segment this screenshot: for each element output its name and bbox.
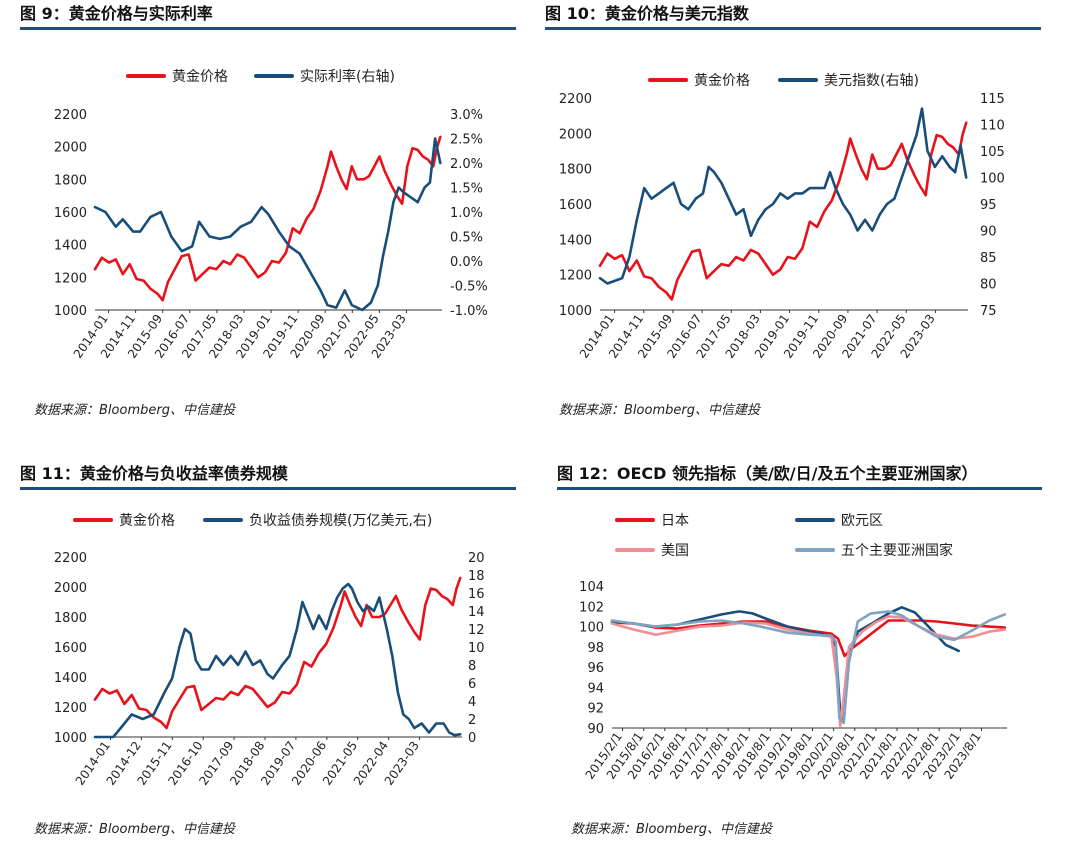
series-line [610,606,961,724]
legend-label: 欧元区 [841,513,883,529]
y-tick-label-left: 1200 [54,701,87,716]
y-tick-label-left: 2000 [54,581,87,596]
chart-panel-oecd-leading: 图 12：OECD 领先指标（美/欧/日/及五个主要亚洲国家） 90 92 94 96… [557,460,1042,860]
chart-panel-gold-vs-dxy: 图 10：黄金价格与美元指数 1000 1200 1400 1600 1800 2000 2… [545,0,1041,425]
series-line [598,121,968,301]
y-tick-label-right: 6 [468,677,476,692]
chart-oecd-leading: 90929496981001021042015/2/12015/8/12016/… [579,513,1007,782]
y-tick-label-left: 2200 [54,551,87,566]
series-line [93,576,462,730]
y-tick-label-right: 3.0% [450,108,483,123]
chart-title: 图 11：黄金价格与负收益率债券规模 [20,464,288,483]
y-tick-label-left: 1200 [54,271,87,286]
y-tick-label-left: 1600 [54,206,87,221]
y-tick-label-left: 1400 [54,671,87,686]
y-tick-label-left: 96 [587,661,604,676]
y-tick-label-right: 2.0% [450,157,483,172]
chart-gold-vs-negative-yield: 1000 1200 1400 1600 1800 2000 2200 0 2 4 6 8 10 12 14 1… [54,512,485,788]
y-tick-label-right: -1.0% [450,304,488,319]
y-tick-label-left: 2000 [54,141,87,156]
y-tick-label-right: 10 [468,641,485,656]
y-tick-label-left: 1800 [54,611,87,626]
y-tick-label-right: -0.5% [450,280,488,295]
legend-label: 黄金价格 [119,512,175,529]
y-tick-label-right: 75 [980,304,997,319]
series-line [598,107,968,285]
y-tick-label-left: 1000 [54,304,87,319]
y-tick-label-left: 1200 [559,269,592,284]
y-tick-label-right: 115 [980,92,1005,107]
y-tick-label-left: 104 [579,580,604,595]
y-tick-label-left: 92 [587,702,604,717]
y-tick-label-left: 90 [587,722,604,737]
chart-gold-vs-dxy: 1000 1200 1400 1600 1800 2000 2200 75 80 85 90 95 10… [559,72,1005,361]
chart-source: 数据来源：Bloomberg、中信建投 [34,822,235,837]
legend-label: 美国 [661,543,689,559]
y-tick-label-left: 1600 [54,641,87,656]
series-line [93,137,442,312]
y-tick-label-left: 94 [587,681,604,696]
series-line [93,135,442,302]
y-tick-label-right: 105 [980,145,1005,160]
y-tick-label-right: 16 [468,587,485,602]
legend-label: 黄金价格 [694,72,750,89]
chart-title: 图 9：黄金价格与实际利率 [20,4,213,23]
y-tick-label-right: 95 [980,198,997,213]
y-tick-label-left: 1400 [54,239,87,254]
title-rule [20,27,516,30]
legend-label: 美元指数(右轴) [824,73,919,89]
series-line [93,582,462,739]
y-tick-label-right: 1.5% [450,182,483,197]
chart-panel-gold-vs-real-rate: 图 9：黄金价格与实际利率 1000 1200 1400 1600 1800 2000 22… [20,0,516,425]
y-tick-label-left: 1800 [54,173,87,188]
y-tick-label-left: 1600 [559,198,592,213]
y-tick-label-right: 90 [980,225,997,240]
y-tick-label-left: 102 [579,600,604,615]
y-tick-label-right: 100 [980,172,1005,187]
y-tick-label-right: 2 [468,713,476,728]
y-tick-label-right: 85 [980,251,997,266]
legend-label: 日本 [661,513,689,529]
y-tick-label-right: 0.0% [450,255,483,270]
chart-source: 数据来源：Bloomberg、中信建投 [559,403,760,418]
y-tick-label-right: 110 [980,119,1005,134]
y-tick-label-right: 4 [468,695,476,710]
y-tick-label-left: 1400 [559,233,592,248]
title-rule [557,487,1042,490]
y-tick-label-right: 14 [468,605,485,620]
chart-title: 图 10：黄金价格与美元指数 [545,4,749,23]
legend-label: 五个主要亚洲国家 [841,542,953,559]
y-tick-label-left: 1000 [559,304,592,319]
legend-label: 黄金价格 [172,68,228,85]
chart-gold-vs-real-rate: 1000 1200 1400 1600 1800 2000 2200 -1.0% -0.5% 0.… [54,68,488,361]
y-tick-label-right: 0.5% [450,231,483,246]
chart-source: 数据来源：Bloomberg、中信建投 [34,403,235,418]
legend-label: 实际利率(右轴) [300,68,395,85]
chart-title: 图 12：OECD 领先指标（美/欧/日/及五个主要亚洲国家） [557,464,978,483]
series-line [610,610,1007,725]
title-rule [20,487,516,490]
y-tick-label-left: 1800 [559,163,592,178]
y-tick-label-left: 2000 [559,127,592,142]
y-tick-label-left: 2200 [559,92,592,107]
y-tick-label-right: 80 [980,278,997,293]
title-rule [545,27,1041,30]
y-tick-label-right: 20 [468,551,485,566]
y-tick-label-left: 2200 [54,108,87,123]
y-tick-label-right: 12 [468,623,485,638]
chart-source: 数据来源：Bloomberg、中信建投 [571,822,772,837]
y-tick-label-right: 1.0% [450,206,483,221]
legend-label: 负收益债券规模(万亿美元,右) [249,513,432,529]
chart-panel-gold-vs-negative-yield: 图 11：黄金价格与负收益率债券规模 1000 1200 1400 1600 1800 2… [20,460,516,860]
series-line [610,615,1007,728]
y-tick-label-left: 98 [587,641,604,656]
y-tick-label-right: 8 [468,659,476,674]
y-tick-label-right: 2.5% [450,133,483,148]
y-tick-label-right: 0 [468,731,476,746]
y-tick-label-left: 100 [579,621,604,636]
y-tick-label-right: 18 [468,569,485,584]
y-tick-label-left: 1000 [54,731,87,746]
